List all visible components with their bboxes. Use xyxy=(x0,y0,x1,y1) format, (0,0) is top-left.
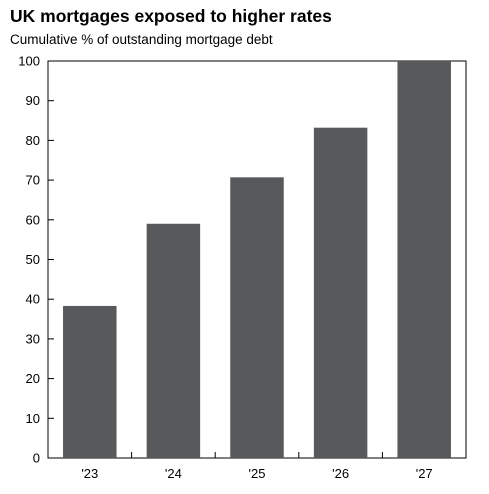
bar xyxy=(313,127,368,459)
x-tick-label: '26 xyxy=(332,466,349,481)
bar xyxy=(230,177,284,459)
y-tick-label: 30 xyxy=(26,331,40,346)
bar xyxy=(397,61,451,458)
chart-title: UK mortgages exposed to higher rates xyxy=(10,6,332,26)
x-tick-label: '27 xyxy=(416,466,433,481)
y-tick-label: 90 xyxy=(26,93,40,108)
y-tick-label: 80 xyxy=(26,133,40,148)
y-tick-label: 40 xyxy=(26,292,40,307)
x-tick-label: '25 xyxy=(249,466,266,481)
y-tick-label: 70 xyxy=(26,173,40,188)
y-tick-label: 50 xyxy=(26,252,40,267)
x-tick-label: '23 xyxy=(81,466,98,481)
chart-subtitle: Cumulative % of outstanding mortgage deb… xyxy=(10,32,273,47)
y-tick-label: 20 xyxy=(26,371,40,386)
y-tick-label: 0 xyxy=(33,451,40,466)
y-tick-label: 100 xyxy=(18,54,40,69)
bar xyxy=(146,223,201,458)
x-tick-label: '24 xyxy=(165,466,182,481)
bar xyxy=(63,305,117,458)
y-tick-label: 60 xyxy=(26,212,40,227)
plot-area: 0 10 20 30 40 50 60 70 80 90 100 '23 '24 '25 '26 '27 xyxy=(18,54,467,481)
y-tick-label: 10 xyxy=(26,411,40,426)
